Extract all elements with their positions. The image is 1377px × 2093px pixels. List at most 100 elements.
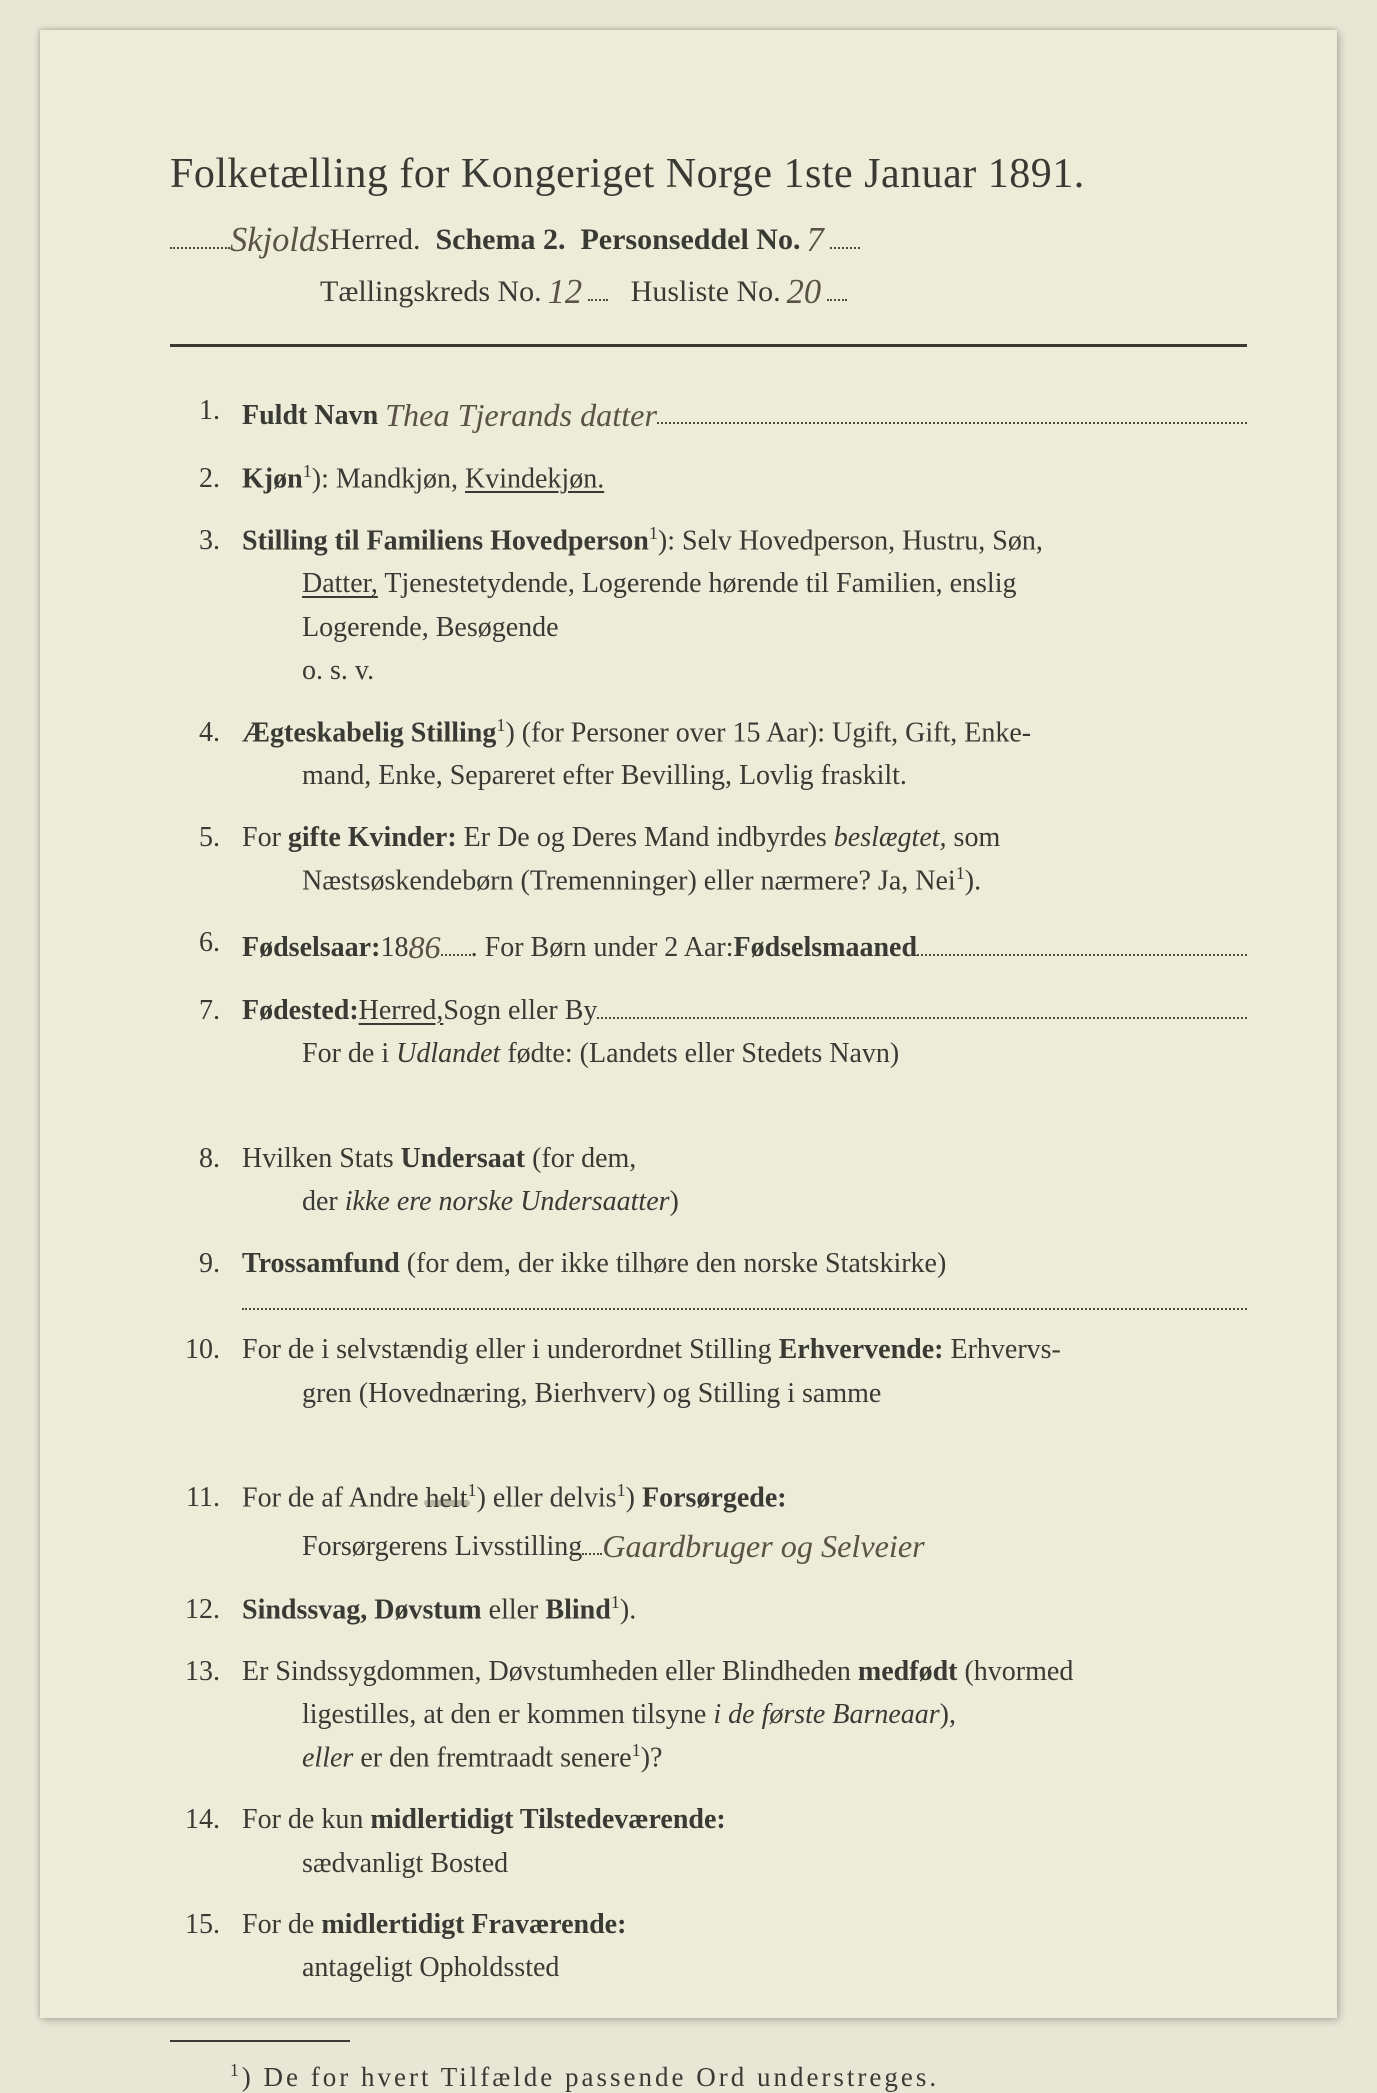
- footnote-ref: 1: [632, 1740, 641, 1760]
- item-text: antageligt Opholdssted: [302, 1952, 559, 1983]
- name-handwritten: Thea Tjerands datter: [385, 391, 657, 441]
- dot-mid: [588, 268, 608, 301]
- dot-fill: [582, 1530, 602, 1555]
- item-lead: For de i selvstændig eller i underordnet…: [242, 1334, 779, 1365]
- item-number: 9.: [170, 1242, 242, 1311]
- header-line-2: Tællingskreds No. 12 Husliste No. 20: [170, 268, 1247, 310]
- item-label: Sindssvag, Døvstum: [242, 1594, 482, 1625]
- item-text: ),: [940, 1699, 956, 1730]
- item-text: ).: [965, 865, 981, 896]
- footnote-ref: 1: [956, 863, 965, 883]
- item-text: ) (for Personer over 15 Aar): Ugift, Gif…: [505, 717, 1031, 748]
- item-number: 4.: [170, 711, 242, 798]
- item-number: 14.: [170, 1798, 242, 1885]
- divider-rule: [170, 344, 1247, 347]
- item-12: 12. Sindssvag, Døvstum eller Blind1).: [170, 1588, 1247, 1632]
- item-text: ).: [620, 1594, 636, 1625]
- item-4: 4. Ægteskabelig Stilling1) (for Personer…: [170, 711, 1247, 798]
- item-italic: Udlandet: [396, 1038, 500, 1069]
- item-text: fødte: (Landets eller Stedets Navn): [500, 1038, 899, 1069]
- item-text: ligestilles, at den er kommen tilsyne: [302, 1699, 713, 1730]
- item-text: delvis: [550, 1483, 617, 1514]
- item-text: der: [302, 1186, 345, 1217]
- year-prefix: 18: [380, 926, 408, 969]
- item-text: ): Mandkjøn,: [312, 463, 465, 494]
- item-5: 5. For gifte Kvinder: Er De og Deres Man…: [170, 816, 1247, 903]
- item-number: 15.: [170, 1903, 242, 1990]
- item-14: 14. For de kun midlertidigt Tilstedevære…: [170, 1798, 1247, 1885]
- item-7: 7. Fødested: Herred, Sogn eller By For d…: [170, 989, 1247, 1119]
- kreds-no: 12: [542, 273, 589, 312]
- item-label-2: Blind: [545, 1594, 610, 1625]
- item-number: 2.: [170, 457, 242, 501]
- item-lead: Hvilken Stats: [242, 1143, 401, 1174]
- item-number: 12.: [170, 1588, 242, 1632]
- item-label: Undersaat: [401, 1143, 525, 1174]
- item-10: 10. For de i selvstændig eller i underor…: [170, 1328, 1247, 1458]
- footnote-rule: [170, 2040, 350, 2042]
- item-text: For de i: [302, 1038, 396, 1069]
- item-lead: For de af Andre: [242, 1483, 426, 1514]
- personseddel-label: Personseddel No.: [580, 223, 800, 257]
- footnote-ref: 1: [468, 1480, 477, 1500]
- dot-fill: [441, 931, 471, 956]
- dot-lead: [170, 216, 230, 249]
- footnote-marker: 1: [230, 2060, 242, 2080]
- item-6: 6. Fødselsaar: 1886. For Børn under 2 Aa…: [170, 921, 1247, 971]
- dot-fill: [657, 399, 1247, 424]
- item-text: . For Børn under 2 Aar:: [471, 926, 734, 969]
- underlined-choice: Kvindekjøn.: [465, 463, 604, 494]
- item-italic: eller: [302, 1743, 353, 1774]
- item-text: ): [670, 1186, 679, 1217]
- item-label: Fødested:: [242, 989, 359, 1032]
- item-8: 8. Hvilken Stats Undersaat (for dem, der…: [170, 1137, 1247, 1224]
- footnote-ref: 1: [611, 1592, 620, 1612]
- page-title: Folketælling for Kongeriget Norge 1ste J…: [170, 150, 1247, 198]
- item-text: Er De og Deres Mand indbyrdes: [457, 822, 834, 853]
- husliste-no: 20: [781, 273, 828, 312]
- item-italic: beslægtet,: [834, 822, 947, 853]
- item-label: Erhvervende:: [779, 1334, 944, 1365]
- item-label: midlertidigt Fraværende:: [321, 1909, 626, 1940]
- dot-trail: [830, 216, 860, 249]
- item-text: (for dem, der ikke tilhøre den norske St…: [400, 1248, 947, 1279]
- item-number: 13.: [170, 1650, 242, 1781]
- item-number: 11.: [170, 1476, 242, 1570]
- item-text: ): [626, 1483, 642, 1514]
- underlined-choice: Herred,: [359, 989, 444, 1032]
- item-9: 9. Trossamfund (for dem, der ikke tilhør…: [170, 1242, 1247, 1311]
- item-text: ): Selv Hovedperson, Hustru, Søn,: [658, 525, 1043, 556]
- form-items: 1. Fuldt Navn Thea Tjerands datter 2. Kj…: [170, 389, 1247, 1990]
- item-text: Forsørgerens Livsstilling: [302, 1531, 582, 1562]
- item-text: Tjenestetydende, Logerende hørende til F…: [378, 568, 1017, 599]
- item-number: 10.: [170, 1328, 242, 1458]
- personseddel-no: 7: [800, 221, 829, 260]
- item-label: Fuldt Navn: [242, 394, 378, 437]
- item-label: Forsørgede:: [642, 1483, 787, 1514]
- census-form-page: Folketælling for Kongeriget Norge 1ste J…: [40, 30, 1337, 2018]
- item-number: 1.: [170, 389, 242, 439]
- item-label: Trossamfund: [242, 1248, 400, 1279]
- item-1: 1. Fuldt Navn Thea Tjerands datter: [170, 389, 1247, 439]
- item-text: gren (Hovednæring, Bierhverv) og Stillin…: [302, 1378, 881, 1409]
- footnote-ref: 1: [303, 461, 312, 481]
- item-number: 7.: [170, 989, 242, 1119]
- item-3: 3. Stilling til Familiens Hovedperson1):…: [170, 519, 1247, 693]
- item-label: Kjøn: [242, 463, 303, 494]
- footnote-ref: 1: [649, 523, 658, 543]
- item-label-2: Fødselsmaaned: [733, 926, 917, 969]
- item-text: )?: [641, 1743, 663, 1774]
- herred-label: Herred.: [330, 223, 421, 257]
- item-15: 15. For de midlertidigt Fraværende: anta…: [170, 1903, 1247, 1990]
- header-line-1: Skjolds Herred. Schema 2. Personseddel N…: [170, 216, 1247, 258]
- item-lead: For de: [242, 1909, 321, 1940]
- item-text: sædvanligt Bosted: [302, 1848, 508, 1879]
- item-text: mand, Enke, Separeret efter Bevilling, L…: [242, 754, 1247, 797]
- item-number: 3.: [170, 519, 242, 693]
- item-text: (hvormed: [957, 1656, 1073, 1687]
- dot-fill: [597, 993, 1247, 1018]
- item-text: o. s. v.: [242, 649, 1247, 692]
- item-text: Næstsøskendebørn (Tremenninger) eller næ…: [302, 865, 956, 896]
- item-italic: ikke ere norske Undersaatter: [345, 1186, 670, 1217]
- item-13: 13. Er Sindssygdommen, Døvstumheden elle…: [170, 1650, 1247, 1781]
